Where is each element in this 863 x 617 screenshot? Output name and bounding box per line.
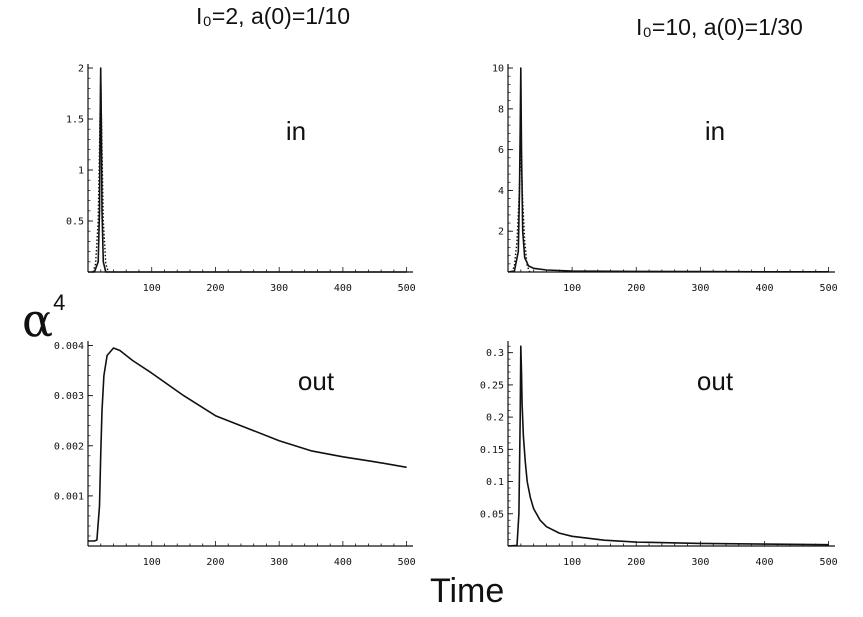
x-tick-label: 500: [398, 557, 416, 568]
y-axis-label: α4: [22, 290, 65, 347]
x-tick-label: 200: [627, 283, 645, 294]
y-tick-label: 2: [498, 227, 504, 238]
y-tick-label: 10: [492, 64, 504, 75]
y-axis-label-power: 4: [53, 290, 66, 315]
x-axis-label: Time: [430, 572, 505, 610]
y-tick-label: 0.2: [486, 413, 504, 424]
series-line-1: [88, 347, 407, 542]
series-line-1: [507, 67, 829, 273]
y-tick-label: 0.3: [486, 348, 504, 359]
y-tick-label: 1.5: [66, 115, 84, 126]
panel-2: 100 200 300 400 500 2 4 6 8 10 in: [492, 64, 838, 294]
column-title-right: I₀=10, a(0)=1/30: [636, 14, 803, 40]
x-tick-label: 200: [627, 557, 645, 568]
column-title-left: I₀=2, a(0)=1/10: [196, 3, 351, 29]
x-tick-label: 300: [270, 557, 288, 568]
y-tick-label: 4: [498, 186, 504, 197]
x-tick-label: 500: [820, 557, 838, 568]
x-tick-label: 400: [334, 283, 352, 294]
x-tick-label: 300: [691, 283, 709, 294]
x-tick-label: 300: [270, 283, 288, 294]
y-tick-label: 0.004: [54, 341, 84, 352]
y-tick-label: 2: [78, 64, 84, 75]
x-tick-label: 100: [143, 557, 161, 568]
series-line-1: [507, 345, 829, 547]
y-tick-label: 0.002: [54, 441, 84, 452]
x-tick-label: 100: [563, 283, 581, 294]
y-tick-label: 0.25: [480, 380, 504, 391]
series-line-2: [511, 148, 531, 273]
x-tick-label: 400: [755, 283, 773, 294]
y-tick-label: 0.1: [486, 477, 504, 488]
x-tick-label: 200: [206, 557, 224, 568]
x-tick-label: 400: [334, 557, 352, 568]
y-tick-label: 0.001: [54, 491, 84, 502]
y-tick-label: 0.003: [54, 391, 84, 402]
y-axis-label-base: α: [22, 293, 54, 347]
series-line-2: [92, 77, 110, 273]
x-tick-label: 300: [691, 557, 709, 568]
panel-label: out: [697, 366, 734, 396]
x-tick-label: 100: [143, 283, 161, 294]
x-tick-label: 100: [563, 557, 581, 568]
y-tick-label: 0.5: [66, 217, 84, 228]
x-tick-label: 500: [398, 283, 416, 294]
series-line-1: [88, 67, 407, 273]
panel-label: in: [705, 116, 725, 146]
x-tick-label: 500: [820, 283, 838, 294]
y-tick-label: 1: [78, 166, 84, 177]
y-tick-label: 8: [498, 104, 504, 115]
y-tick-label: 0.15: [480, 445, 504, 456]
y-tick-label: 6: [498, 145, 504, 156]
panel-1: 100 200 300 400 500 0.5 1 1.5 2 in: [66, 64, 416, 294]
x-tick-label: 200: [206, 283, 224, 294]
panel-label: out: [298, 366, 335, 396]
panel-label: in: [286, 116, 306, 146]
y-tick-label: 0.05: [480, 509, 504, 520]
panel-3: 100 200 300 400 500 0.001 0.002 0.003 0.004 out: [54, 341, 416, 568]
panel-4: 100 200 300 400 500 0.05 0.1 0.15 0.2 0.25 0.3 out: [480, 341, 838, 568]
x-tick-label: 400: [755, 557, 773, 568]
